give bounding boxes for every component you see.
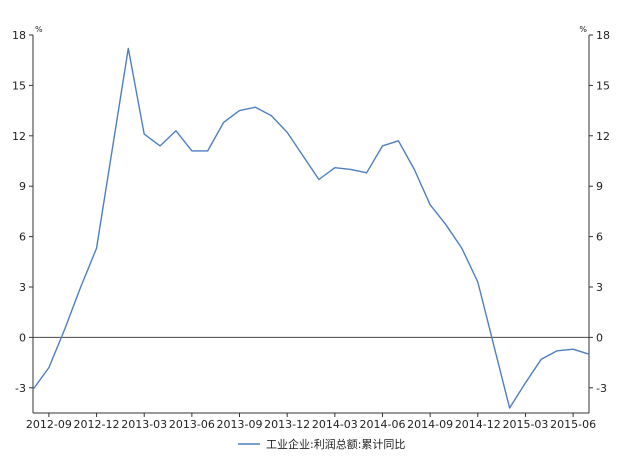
y-tick-label-left: -3 <box>15 382 26 395</box>
data-point <box>333 166 336 169</box>
data-point <box>286 131 289 134</box>
series-line <box>32 47 590 409</box>
x-tick-label: 2012-12 <box>74 418 120 431</box>
data-point <box>460 247 463 250</box>
y-tick-label-right: 3 <box>596 281 603 294</box>
y-tick-label-right: 18 <box>596 29 610 42</box>
data-point <box>508 406 511 409</box>
x-tick-label: 2013-09 <box>217 418 263 431</box>
data-point <box>317 178 320 181</box>
data-point <box>413 168 416 171</box>
y-tick-label-right: 12 <box>596 130 610 143</box>
data-point <box>222 121 225 124</box>
data-point <box>127 47 130 50</box>
data-point <box>143 133 146 136</box>
y-tick-label-left: 6 <box>19 231 26 244</box>
legend: 工业企业:利润总额:累计同比 <box>238 437 405 451</box>
data-point <box>174 129 177 132</box>
y-tick-label-right: 6 <box>596 231 603 244</box>
data-point <box>63 328 66 331</box>
y-tick-label-left: 15 <box>12 79 26 92</box>
x-tick-label: 2014-06 <box>360 418 406 431</box>
x-tick-label: 2014-03 <box>312 418 358 431</box>
data-point <box>47 366 50 369</box>
y-tick-label-left: 12 <box>12 130 26 143</box>
data-point <box>381 144 384 147</box>
legend-label: 工业企业:利润总额:累计同比 <box>266 437 405 451</box>
x-tick-label: 2014-09 <box>407 418 453 431</box>
series-layer <box>32 47 591 409</box>
data-point <box>556 349 559 352</box>
data-point <box>254 106 257 109</box>
data-point <box>238 109 241 112</box>
data-point <box>476 280 479 283</box>
data-point <box>429 203 432 206</box>
y-tick-label-right: 0 <box>596 331 603 344</box>
data-point <box>524 381 527 384</box>
chart-axes: 18 18 15 15 12 12 9 9 6 6 3 3 0 0 -3 -3% % 2012-09 2012-12… <box>12 25 610 431</box>
x-tick-label: 2013-06 <box>169 418 215 431</box>
data-point <box>445 223 448 226</box>
data-point <box>270 114 273 117</box>
y-tick-label-left: 18 <box>12 29 26 42</box>
data-point <box>397 139 400 142</box>
data-point <box>190 149 193 152</box>
y-tick-label-left: 9 <box>19 180 26 193</box>
x-tick-label: 2015-06 <box>550 418 596 431</box>
data-point <box>365 171 368 174</box>
data-point <box>79 286 82 289</box>
x-tick-label: 2013-03 <box>121 418 167 431</box>
x-tick-label: 2014-12 <box>455 418 501 431</box>
data-point <box>588 353 591 356</box>
y-tick-label-right: 15 <box>596 79 610 92</box>
data-point <box>572 348 575 351</box>
x-tick-label: 2012-09 <box>26 418 72 431</box>
data-point <box>95 247 98 250</box>
x-tick-label: 2015-03 <box>502 418 548 431</box>
y-tick-label-right: 9 <box>596 180 603 193</box>
y-unit-left: % <box>35 25 43 34</box>
y-tick-label-left: 3 <box>19 281 26 294</box>
data-point <box>159 144 162 147</box>
y-unit-right: % <box>579 25 587 34</box>
data-point <box>349 168 352 171</box>
y-tick-label-right: -3 <box>596 382 607 395</box>
data-point <box>206 149 209 152</box>
data-point <box>540 358 543 361</box>
y-tick-label-left: 0 <box>19 331 26 344</box>
data-point <box>32 388 35 391</box>
x-tick-label: 2013-12 <box>264 418 310 431</box>
